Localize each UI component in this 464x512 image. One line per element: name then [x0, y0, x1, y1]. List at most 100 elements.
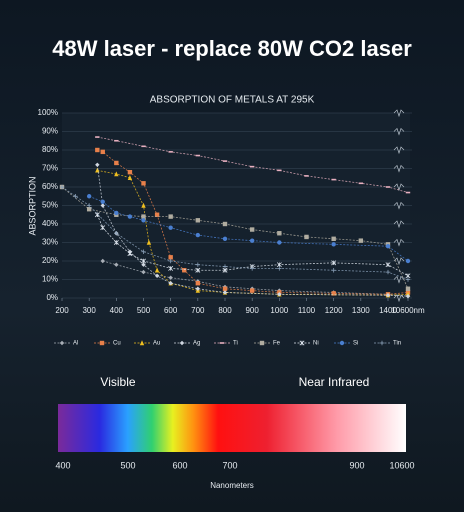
marker [405, 258, 411, 264]
marker [358, 182, 364, 185]
marker [405, 286, 411, 291]
marker [113, 240, 119, 245]
legend-item: Ag [174, 341, 200, 347]
marker [385, 244, 391, 249]
legend-label: Fe [273, 341, 281, 347]
axis-break [393, 164, 405, 173]
infrared-label: Near Infrared [299, 375, 370, 389]
axis-break [393, 275, 405, 284]
marker [168, 214, 173, 219]
x-tick-label: 500 [137, 306, 151, 315]
y-tick-label: 60% [42, 182, 58, 191]
marker [100, 199, 105, 204]
x-tick-label: 1300 [352, 306, 370, 315]
spectrum-axis-label: Nanometers [210, 481, 254, 490]
y-tick-label: 30% [42, 238, 58, 247]
marker [222, 221, 228, 227]
marker [358, 238, 364, 243]
marker [385, 262, 391, 268]
marker [168, 258, 173, 264]
y-tick-label: 20% [42, 256, 58, 265]
marker [141, 202, 146, 208]
marker [168, 275, 173, 280]
series-line [102, 260, 409, 297]
legend-label: Ti [233, 341, 238, 347]
marker [141, 258, 146, 264]
marker [114, 160, 119, 166]
marker [195, 286, 201, 291]
legend-label: Cu [113, 341, 121, 347]
marker [59, 340, 65, 346]
marker [114, 210, 119, 216]
marker [195, 154, 201, 157]
marker [86, 207, 92, 212]
legend-item: Ni [294, 340, 319, 347]
legend-item: Au [134, 340, 160, 347]
marker [277, 240, 282, 245]
marker [95, 167, 100, 173]
marker [127, 170, 133, 175]
marker [304, 175, 309, 177]
marker [385, 293, 391, 298]
marker [182, 268, 187, 273]
marker [114, 262, 119, 267]
marker [379, 340, 385, 346]
series-line [96, 164, 409, 297]
marker [114, 231, 119, 236]
axis-break [393, 220, 405, 229]
marker [222, 290, 228, 295]
y-tick-label: 70% [42, 164, 58, 173]
marker [141, 145, 146, 148]
legend-label: Al [73, 341, 78, 347]
x-tick-label: 600 [164, 306, 178, 315]
axis-break [393, 109, 405, 118]
legend-item: Tin [374, 341, 401, 347]
series-line [61, 186, 409, 289]
marker [168, 265, 174, 271]
marker [168, 225, 173, 230]
x-tick-label: 10600nm [391, 306, 425, 315]
marker [249, 288, 255, 293]
legend-label: Si [353, 341, 358, 347]
marker [127, 175, 133, 180]
y-tick-label: 0% [46, 293, 58, 302]
marker [95, 147, 100, 153]
y-axis-label: ABSORPTION [27, 176, 37, 235]
marker [277, 231, 282, 236]
marker [146, 239, 152, 245]
marker [195, 232, 201, 238]
spectrum-tick: 600 [172, 460, 187, 470]
marker [100, 258, 105, 264]
spectrum-tick: 900 [349, 460, 364, 470]
x-tick-label: 200 [55, 306, 69, 315]
legend-item: Al [54, 341, 78, 347]
spectrum-tick: 10600 [389, 460, 414, 470]
marker [195, 281, 201, 286]
marker [277, 169, 282, 172]
marker [154, 273, 160, 278]
marker [141, 249, 146, 254]
marker [73, 194, 78, 199]
marker [249, 266, 255, 271]
x-tick-label: 1400 [379, 306, 397, 315]
axis-break [393, 183, 405, 192]
legend-item: Cu [94, 341, 121, 347]
marker [304, 234, 309, 240]
x-tick-label: 900 [245, 306, 259, 315]
spectrum-tick: 500 [120, 460, 135, 470]
y-tick-label: 40% [42, 219, 58, 228]
marker [222, 286, 228, 291]
marker [114, 171, 119, 177]
chart-title: ABSORPTION OF METALS AT 295K [150, 95, 315, 106]
marker [141, 262, 146, 267]
legend-item: Ti [214, 341, 238, 347]
marker [222, 160, 228, 162]
marker [195, 218, 201, 223]
marker [331, 260, 337, 266]
marker [299, 340, 305, 346]
legend-label: Au [153, 341, 160, 347]
marker [168, 281, 173, 286]
marker [405, 293, 411, 299]
marker [405, 191, 411, 194]
